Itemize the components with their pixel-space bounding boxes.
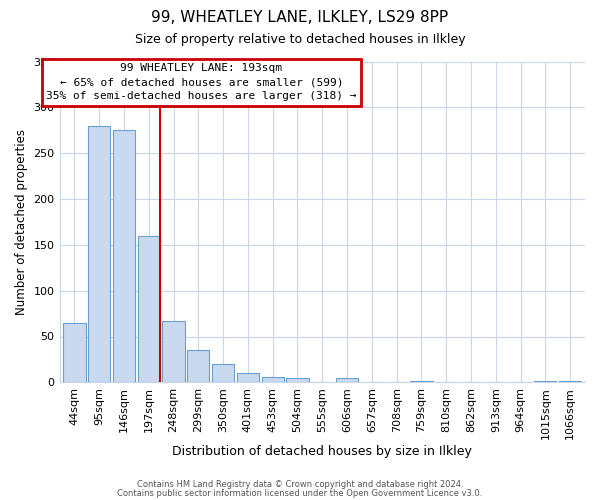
Text: Contains HM Land Registry data © Crown copyright and database right 2024.: Contains HM Land Registry data © Crown c… xyxy=(137,480,463,489)
Bar xyxy=(262,377,284,382)
Text: 99, WHEATLEY LANE, ILKLEY, LS29 8PP: 99, WHEATLEY LANE, ILKLEY, LS29 8PP xyxy=(151,10,449,25)
Bar xyxy=(187,350,209,382)
Bar xyxy=(212,364,234,382)
Bar xyxy=(534,380,556,382)
X-axis label: Distribution of detached houses by size in Ilkley: Distribution of detached houses by size … xyxy=(172,444,472,458)
Text: 99 WHEATLEY LANE: 193sqm
← 65% of detached houses are smaller (599)
35% of semi-: 99 WHEATLEY LANE: 193sqm ← 65% of detach… xyxy=(46,63,356,101)
Bar xyxy=(286,378,308,382)
Bar xyxy=(410,380,433,382)
Bar xyxy=(163,321,185,382)
Bar xyxy=(137,236,160,382)
Bar xyxy=(559,380,581,382)
Bar xyxy=(336,378,358,382)
Text: Size of property relative to detached houses in Ilkley: Size of property relative to detached ho… xyxy=(134,32,466,46)
Bar xyxy=(237,373,259,382)
Text: Contains public sector information licensed under the Open Government Licence v3: Contains public sector information licen… xyxy=(118,488,482,498)
Y-axis label: Number of detached properties: Number of detached properties xyxy=(15,129,28,315)
Bar xyxy=(63,323,86,382)
Bar xyxy=(113,130,135,382)
Bar xyxy=(88,126,110,382)
